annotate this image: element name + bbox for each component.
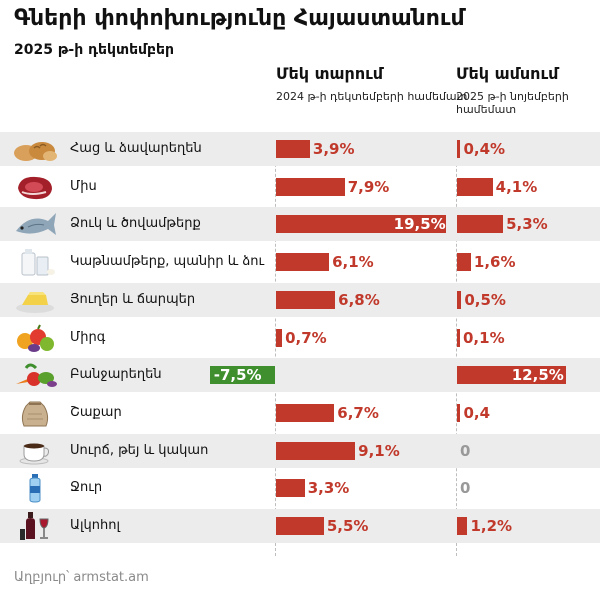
bar-year — [276, 403, 335, 422]
chart-title: Գների փոփոխությունը Հայաստանում — [14, 6, 465, 31]
value-label-month: 0,4 — [463, 403, 491, 422]
value-label-year: 7,9% — [347, 177, 390, 196]
value-label-month: 0,1% — [463, 328, 505, 347]
value-label-month: 1,6% — [473, 253, 516, 272]
bar-year — [276, 517, 324, 535]
value-label-year: 6,1% — [332, 253, 374, 272]
source-note: Աղբյուր՝ armstat.am — [14, 570, 149, 585]
value-label-year: 3,9% — [312, 140, 355, 158]
butter-icon — [12, 285, 58, 315]
category-label: Ջուր — [70, 480, 103, 496]
value-label-year: 0,7% — [285, 328, 327, 347]
bar-year — [276, 328, 283, 347]
value-label-year: 5,5% — [326, 517, 369, 535]
value-label-year: 6,7% — [337, 403, 379, 422]
bar-year — [276, 177, 345, 196]
bar-year — [276, 441, 356, 460]
value-label-month: 5,3% — [506, 215, 548, 234]
sugar-sack-icon — [12, 398, 58, 428]
bar-month — [457, 403, 461, 422]
bar-year — [276, 140, 310, 158]
value-label-month: 12,5% — [511, 366, 564, 385]
value-label-year: 19,5% — [393, 215, 446, 234]
value-label-month: 0,4% — [463, 140, 506, 158]
category-label: Սուրճ, թեյ և կակաո — [70, 442, 209, 458]
bread-icon — [12, 134, 58, 164]
value-label-month: 4,1% — [495, 177, 538, 196]
category-label: Միրգ — [70, 329, 106, 345]
column-header-month: Մեկ ամսում — [456, 64, 559, 83]
bar-month — [457, 215, 504, 234]
year-baseline — [275, 134, 276, 556]
column-note-month: 2025 թ-ի նոյեմբերի համեմատ — [456, 90, 569, 116]
category-label: Կաթնամթերք, պանիր և ձու — [70, 254, 265, 270]
coffee-cup-icon — [12, 436, 58, 466]
bar-month — [457, 328, 460, 347]
fish-icon — [12, 209, 58, 239]
fruit-icon — [12, 323, 58, 353]
value-label-month: 0,5% — [464, 290, 506, 309]
bar-month — [457, 140, 461, 158]
bar-year — [276, 215, 446, 234]
column-header-year: Մեկ տարում — [276, 64, 384, 83]
bar-month — [457, 253, 471, 272]
water-bottle-icon — [12, 473, 58, 503]
chart-subtitle: 2025 թ-ի դեկտեմբեր — [14, 42, 175, 58]
value-label-year: 3,3% — [307, 479, 350, 498]
milk-icon — [12, 247, 58, 277]
bar-year — [209, 366, 275, 385]
bar-year — [276, 290, 336, 309]
bar-month — [457, 290, 462, 309]
bar-year — [276, 479, 305, 498]
category-label: Բանջարեղեն — [70, 367, 162, 383]
wine-bottle-icon — [12, 511, 58, 541]
category-label: Ալկոհոլ — [70, 518, 120, 533]
vegetables-icon — [12, 360, 58, 390]
value-label-year: -7,5% — [213, 366, 262, 385]
value-label-year: 9,1% — [358, 441, 400, 460]
category-label: Ձուկ և ծովամթերք — [70, 216, 201, 232]
category-label: Միս — [70, 178, 97, 194]
column-note-year: 2024 թ-ի դեկտեմբերի համեմատ — [276, 90, 468, 103]
bar-month — [457, 177, 493, 196]
category-label: Հաց և ձավարեղեն — [70, 141, 202, 156]
bar-month — [457, 517, 468, 535]
value-label-month: 0 — [460, 479, 471, 498]
value-label-month: 1,2% — [470, 517, 513, 535]
value-label-year: 6,8% — [338, 290, 380, 309]
meat-icon — [12, 172, 58, 202]
bar-year — [276, 253, 330, 272]
month-baseline — [456, 134, 457, 556]
value-label-month: 0 — [460, 441, 471, 460]
bar-month — [457, 366, 566, 385]
category-label: Յուղեր և ճարպեր — [70, 291, 196, 307]
category-label: Շաքար — [70, 404, 122, 420]
